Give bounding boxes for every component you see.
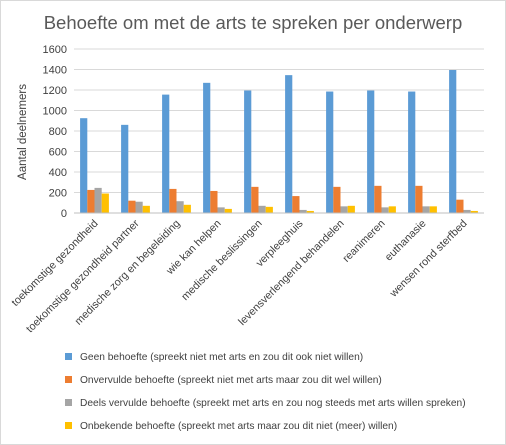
y-tick-label: 1000 — [43, 106, 67, 118]
bar — [456, 199, 464, 213]
bar — [299, 209, 307, 213]
bar — [101, 193, 109, 213]
bar — [285, 75, 293, 213]
bar — [162, 94, 170, 213]
bar — [374, 185, 382, 213]
bar — [347, 205, 355, 213]
bar — [142, 205, 150, 213]
bar — [121, 124, 129, 213]
bar — [258, 205, 266, 213]
category-label: medische beslissingen — [179, 218, 264, 303]
legend-swatch — [65, 422, 72, 429]
bar — [381, 207, 389, 213]
legend-label: Onbekende behoefte (spreekt met arts maa… — [80, 421, 397, 432]
bar — [210, 190, 218, 213]
y-axis-title: Aantal deelnemers — [17, 84, 29, 180]
bar — [176, 201, 184, 213]
bar — [217, 207, 225, 213]
legend: Geen behoefte (spreekt niet met arts en … — [65, 352, 466, 432]
bar — [80, 118, 88, 213]
bar — [408, 91, 416, 213]
bar — [333, 186, 341, 213]
y-tick-label: 1200 — [43, 85, 67, 97]
bar — [326, 91, 334, 213]
bar — [265, 206, 273, 213]
bar — [367, 90, 375, 213]
bar — [183, 204, 191, 213]
category-label: reanimeren — [341, 218, 388, 265]
legend-swatch — [65, 376, 72, 383]
bar — [306, 210, 314, 213]
bar — [135, 201, 143, 213]
bar — [463, 209, 471, 213]
y-tick-label: 600 — [49, 147, 67, 159]
legend-swatch — [65, 399, 72, 406]
bar — [340, 206, 348, 213]
bar — [429, 206, 437, 213]
bar — [292, 196, 300, 213]
gridlines — [74, 48, 484, 193]
bar — [251, 186, 259, 213]
bar — [415, 185, 423, 213]
y-tick-label: 200 — [49, 188, 67, 200]
bar — [449, 70, 457, 213]
legend-label: Onvervulde behoefte (spreekt niet met ar… — [80, 375, 382, 386]
bar — [87, 189, 95, 213]
bar — [128, 200, 136, 213]
category-label: wensen rond sterfbed — [387, 218, 470, 301]
y-axis-ticks: 0 200 400 600 800 1000 1200 1400 1600 — [43, 44, 67, 220]
legend-label: Deels vervulde behoefte (spreekt met art… — [80, 398, 466, 409]
bar — [388, 206, 396, 213]
bar — [422, 206, 430, 213]
legend-swatch — [65, 353, 72, 360]
bars — [80, 70, 478, 213]
y-tick-label: 0 — [61, 208, 67, 220]
bar — [224, 208, 232, 213]
legend-label: Geen behoefte (spreekt niet met arts en … — [80, 352, 363, 363]
bar — [470, 210, 478, 213]
bar — [169, 188, 177, 213]
y-tick-label: 1400 — [43, 65, 67, 77]
chart-title: Behoefte om met de arts te spreken per o… — [44, 12, 463, 33]
bar — [94, 187, 102, 213]
bar — [203, 82, 211, 213]
y-tick-label: 400 — [49, 167, 67, 179]
bar — [244, 90, 252, 213]
y-tick-label: 800 — [49, 126, 67, 138]
y-tick-label: 1600 — [43, 44, 67, 56]
